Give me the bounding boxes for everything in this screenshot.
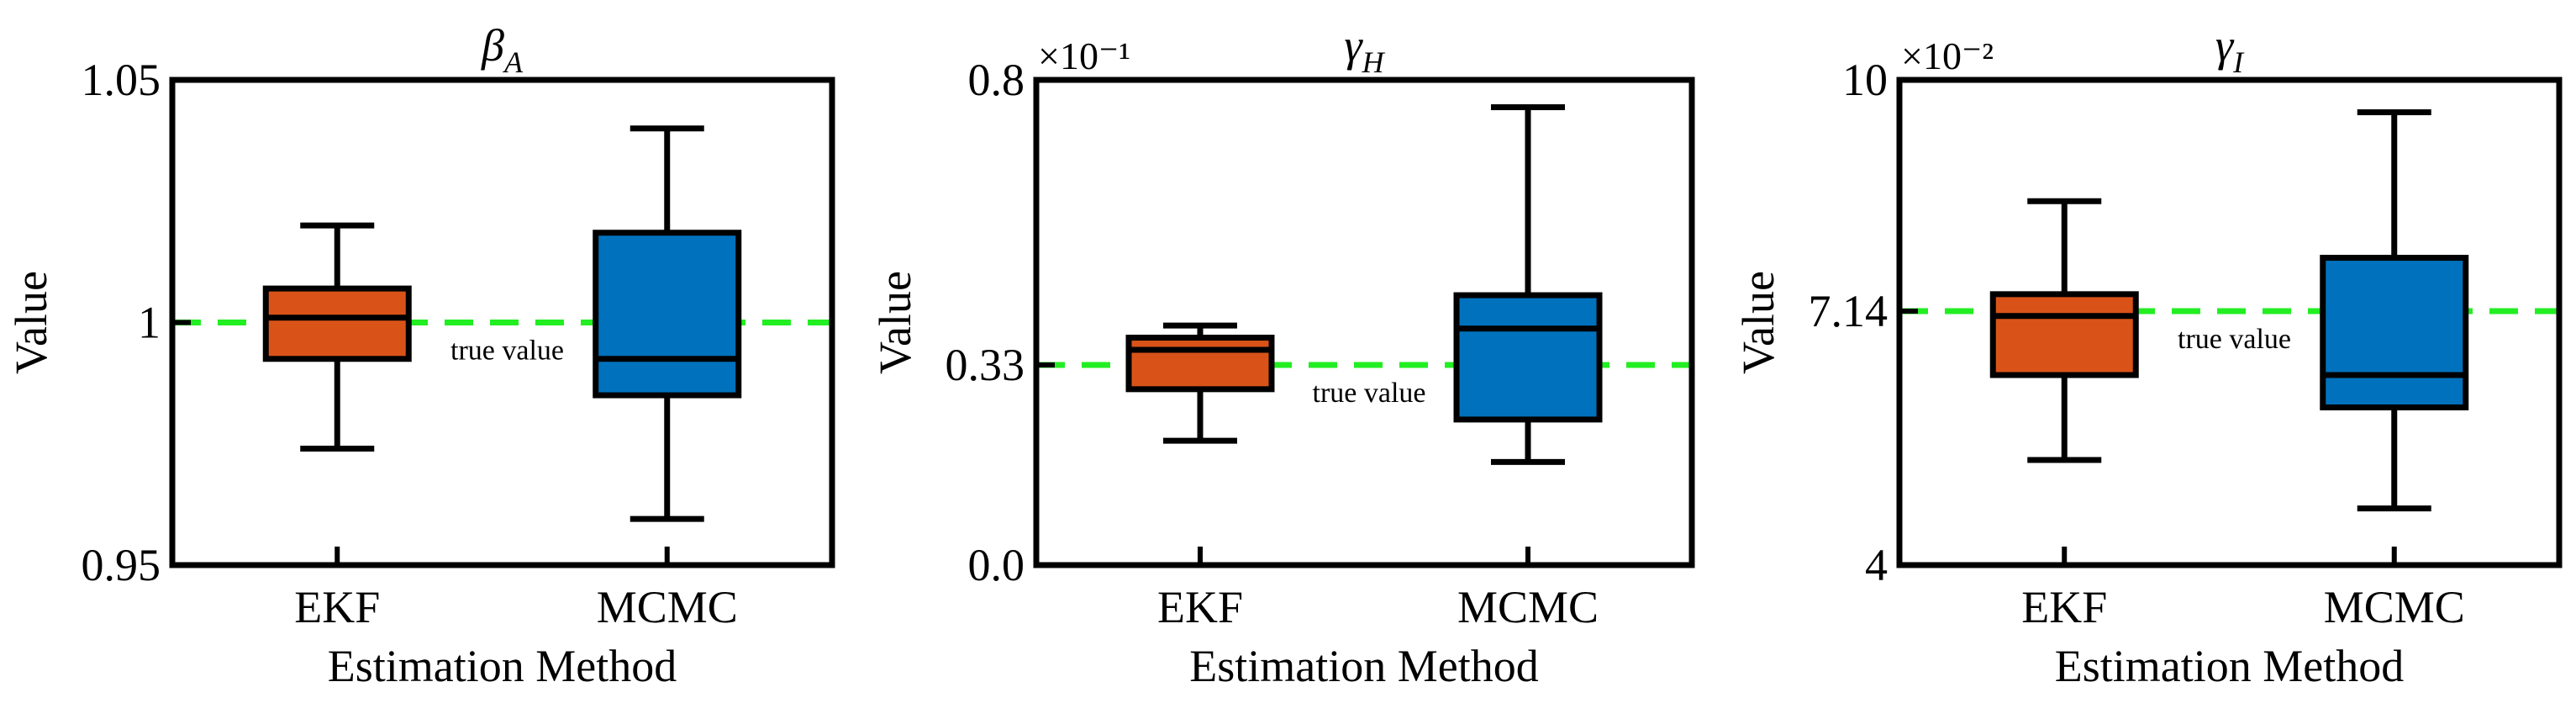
x-tick-label-ekf: EKF — [2021, 582, 2107, 632]
x-tick-label-ekf: EKF — [294, 582, 380, 632]
title-subscript: A — [503, 45, 524, 79]
chart-panel-2: 0.0 0.33 0.8 EKF MCMC Estimation Method Value γ… — [870, 20, 1695, 691]
title-symbol: γ — [1344, 20, 1363, 71]
box-body — [1989, 291, 2139, 378]
box-body — [262, 285, 412, 362]
box-ekf — [1989, 198, 2139, 463]
title-symbol: β — [481, 20, 504, 71]
box-mcmc — [2320, 108, 2469, 512]
chart-title: γH — [1344, 20, 1385, 79]
true-value-annotation: true value — [1313, 378, 1426, 409]
y-tick-label: 0.33 — [946, 340, 1025, 390]
y-tick-label: 1.05 — [82, 55, 161, 105]
x-tick-label-mcmc: MCMC — [2324, 582, 2465, 632]
y-axis-label: Value — [1733, 271, 1783, 374]
box-body — [1453, 292, 1603, 423]
true-value-annotation: true value — [2178, 324, 2291, 355]
title-symbol: γ — [2215, 20, 2235, 71]
scale-multiplier-label: ×10⁻² — [1901, 34, 1994, 77]
box-mcmc — [593, 125, 742, 522]
y-tick-label: 7.14 — [1809, 286, 1889, 336]
y-tick-label: 0.0 — [968, 540, 1025, 590]
x-tick-label-ekf: EKF — [1157, 582, 1243, 632]
chart-panel-1: 0.95 1 1.05 EKF MCMC Estimation Method Value βA… — [6, 20, 835, 691]
x-tick-label-mcmc: MCMC — [597, 582, 738, 632]
y-tick-label: 1 — [138, 298, 161, 348]
box-ekf — [262, 222, 412, 452]
box-body — [593, 230, 742, 399]
x-axis-label: Estimation Method — [328, 641, 677, 691]
y-tick-label: 0.95 — [82, 540, 161, 590]
title-subscript: H — [1362, 45, 1386, 79]
plot-frame — [1033, 77, 1695, 568]
scale-multiplier-label: ×10⁻¹ — [1038, 34, 1130, 77]
y-axis-label: Value — [870, 271, 920, 374]
y-axis-label: Value — [6, 271, 56, 374]
x-tick-label-mcmc: MCMC — [1457, 582, 1599, 632]
box-body — [1125, 335, 1275, 393]
chart-title: γI — [2215, 20, 2245, 79]
chart-panel-3: 4 7.14 10 EKF MCMC Estimation Method Value γI ×1… — [1733, 20, 2563, 691]
x-axis-label: Estimation Method — [1189, 641, 1538, 691]
true-value-annotation: true value — [450, 336, 564, 367]
y-tick-label: 10 — [1842, 55, 1888, 105]
y-tick-label: 4 — [1865, 540, 1888, 590]
plot-frame — [1896, 77, 2563, 568]
x-axis-label: Estimation Method — [2055, 641, 2404, 691]
box-mcmc — [1453, 103, 1603, 465]
title-subscript: I — [2232, 45, 2245, 79]
box-body — [2320, 255, 2469, 410]
y-tick-label: 0.8 — [968, 55, 1025, 105]
box-ekf — [1125, 322, 1275, 444]
chart-title: βA — [481, 20, 524, 79]
